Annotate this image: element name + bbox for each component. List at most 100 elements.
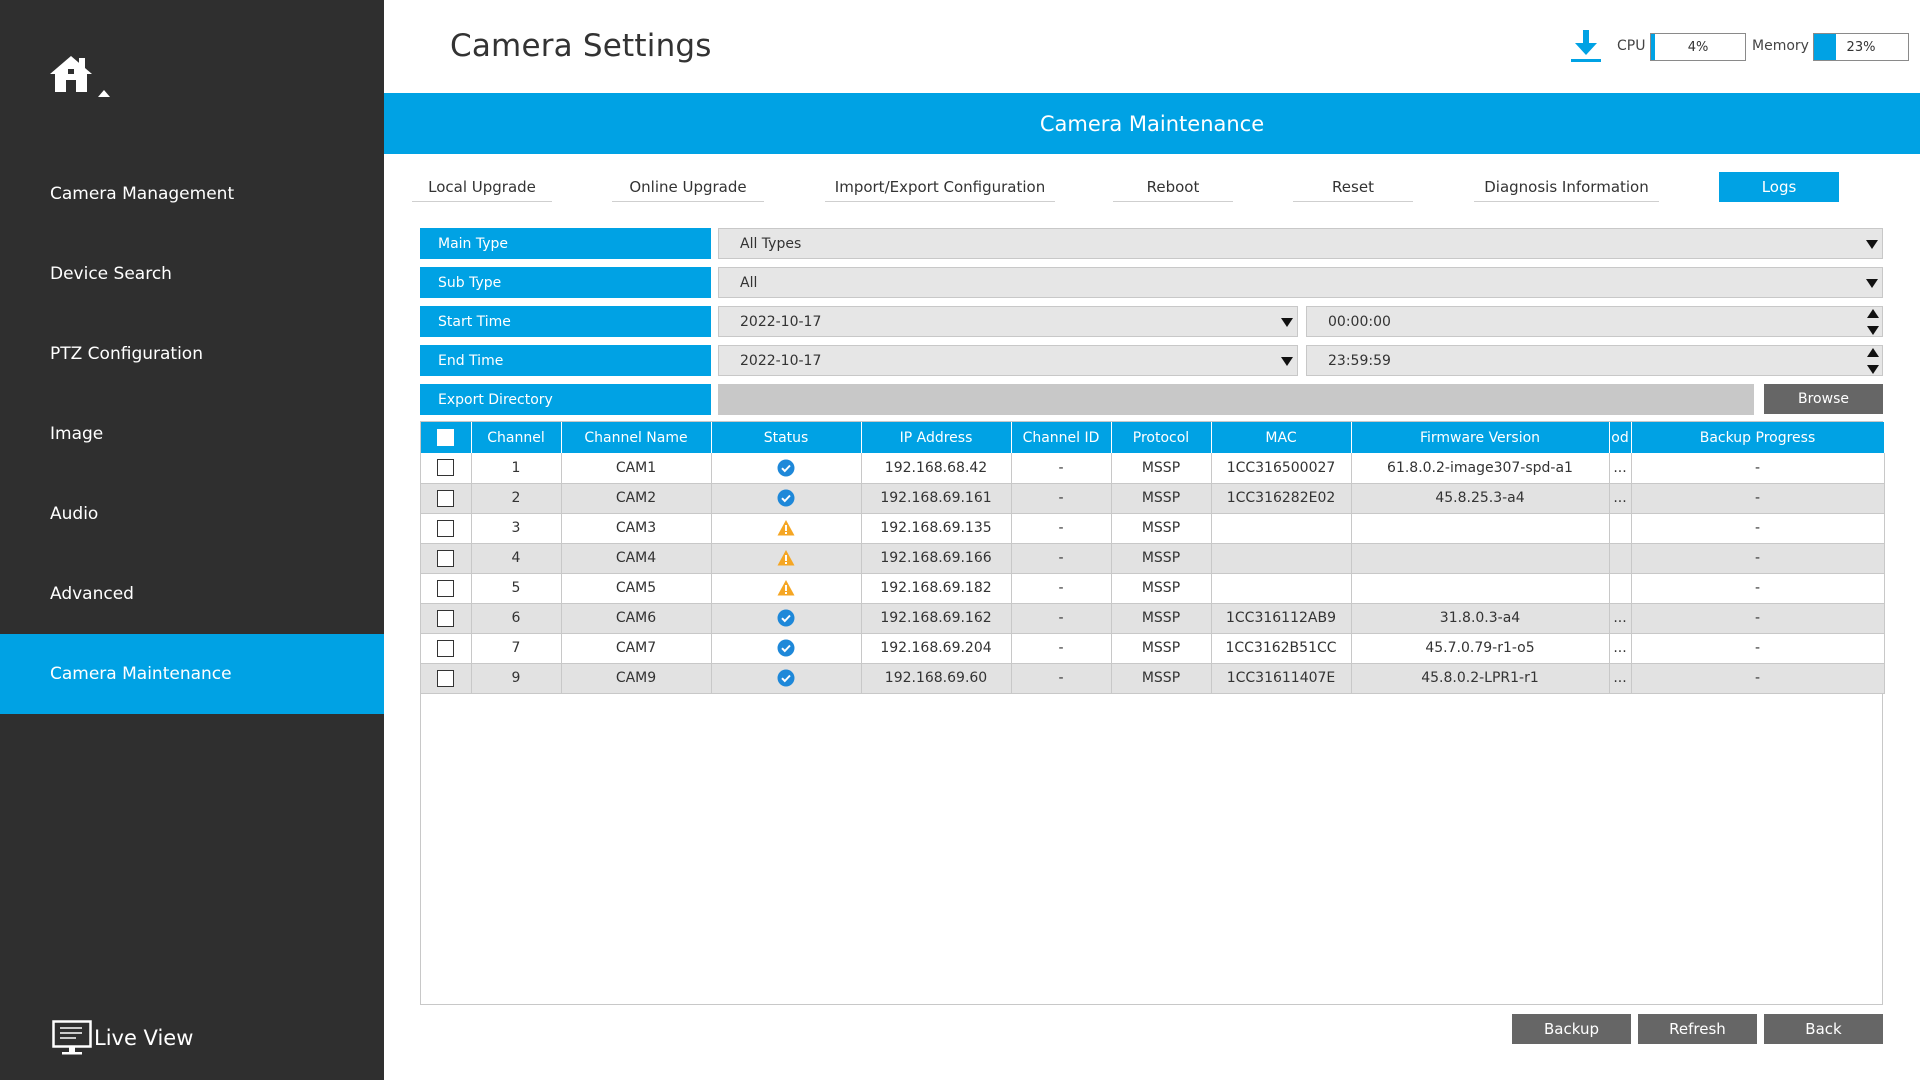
tab-diagnosis-information[interactable]: Diagnosis Information	[1474, 172, 1659, 202]
tab-logs[interactable]: Logs	[1719, 172, 1839, 202]
ip-address-cell: 192.168.69.162	[861, 603, 1012, 634]
page-title: Camera Settings	[450, 28, 712, 64]
backup-progress-cell: -	[1631, 573, 1885, 604]
protocol-cell: MSSP	[1111, 483, 1212, 514]
sidebar-item-device-search[interactable]: Device Search	[0, 234, 384, 314]
channel-cell: 5	[471, 573, 562, 604]
column-header[interactable]: od	[1609, 422, 1632, 453]
sidebar-item-label: PTZ Configuration	[50, 344, 203, 364]
dropdown-arrow-icon	[1281, 318, 1293, 327]
status-cell	[711, 573, 862, 604]
sidebar-item-ptz-configuration[interactable]: PTZ Configuration	[0, 314, 384, 394]
od-cell: ...	[1609, 663, 1632, 694]
row-checkbox[interactable]	[437, 609, 455, 627]
memory-value: 23%	[1846, 39, 1876, 55]
channel-id-cell: -	[1011, 483, 1112, 514]
row-checkbox[interactable]	[437, 549, 455, 567]
cpu-meter: 4%	[1650, 33, 1746, 61]
sidebar-item-audio[interactable]: Audio	[0, 474, 384, 554]
column-header[interactable]: Channel ID	[1011, 422, 1112, 453]
home-button[interactable]	[48, 54, 112, 104]
column-header[interactable]: Protocol	[1111, 422, 1212, 453]
banner-title: Camera Maintenance	[1039, 111, 1265, 136]
tab-reboot[interactable]: Reboot	[1113, 172, 1233, 202]
start-time-label: Start Time	[420, 306, 711, 337]
row-select-cell	[421, 513, 472, 544]
channel-id-cell: -	[1011, 513, 1112, 544]
backup-button[interactable]: Backup	[1512, 1014, 1631, 1044]
table-row[interactable]: 3 CAM3 192.168.69.135- MSSP -	[421, 513, 1885, 544]
browse-button[interactable]: Browse	[1764, 384, 1883, 414]
tab-local-upgrade[interactable]: Local Upgrade	[412, 172, 552, 202]
sidebar-item-advanced[interactable]: Advanced	[0, 554, 384, 634]
end-date-select[interactable]: 2022-10-17	[718, 345, 1298, 376]
firmware-version-cell: 45.8.25.3-a4	[1351, 483, 1610, 514]
table-row[interactable]: 5 CAM5 192.168.69.182- MSSP -	[421, 573, 1885, 604]
row-checkbox[interactable]	[437, 519, 455, 537]
sidebar-item-image[interactable]: Image	[0, 394, 384, 474]
tab-online-upgrade[interactable]: Online Upgrade	[612, 172, 764, 202]
refresh-button[interactable]: Refresh	[1638, 1014, 1757, 1044]
ip-address-cell: 192.168.69.135	[861, 513, 1012, 544]
ip-address-cell: 192.168.69.60	[861, 663, 1012, 694]
column-header[interactable]: Backup Progress	[1631, 422, 1885, 453]
od-cell: ...	[1609, 603, 1632, 634]
row-checkbox[interactable]	[437, 459, 455, 477]
row-checkbox[interactable]	[437, 489, 455, 507]
warning-icon	[777, 550, 795, 566]
sub-type-select[interactable]: All	[718, 267, 1883, 298]
warning-icon	[777, 520, 795, 536]
table-row[interactable]: 4 CAM4 192.168.69.166- MSSP -	[421, 543, 1885, 574]
start-date-select[interactable]: 2022-10-17	[718, 306, 1298, 337]
download-icon[interactable]	[1568, 28, 1604, 64]
column-header[interactable]: IP Address	[861, 422, 1012, 453]
table-row[interactable]: 6 CAM6 192.168.69.162- MSSP 1CC316112AB9 31.8…	[421, 603, 1885, 634]
warning-icon	[777, 580, 795, 596]
protocol-cell: MSSP	[1111, 513, 1212, 544]
sidebar-item-camera-management[interactable]: Camera Management	[0, 154, 384, 234]
channel-name-cell: CAM1	[561, 453, 712, 484]
ip-address-cell: 192.168.69.161	[861, 483, 1012, 514]
start-time-spinner[interactable]: 00:00:00	[1306, 306, 1883, 337]
main-type-select[interactable]: All Types	[718, 228, 1883, 259]
table-row[interactable]: 7 CAM7 192.168.69.204- MSSP 1CC3162B51CC 45.7…	[421, 633, 1885, 664]
row-checkbox[interactable]	[437, 579, 455, 597]
end-time-spinner[interactable]: 23:59:59	[1306, 345, 1883, 376]
live-view-button[interactable]: Live View	[52, 1020, 193, 1056]
table-row[interactable]: 2 CAM2 192.168.69.161- MSSP 1CC316282E02 45.8…	[421, 483, 1885, 514]
sidebar-item-camera-maintenance[interactable]: Camera Maintenance	[0, 634, 384, 714]
column-header[interactable]: Status	[711, 422, 862, 453]
memory-meter: 23%	[1813, 33, 1909, 61]
channel-cell: 7	[471, 633, 562, 664]
select-all-checkbox[interactable]	[437, 429, 455, 446]
row-select-cell	[421, 483, 472, 514]
spinner-arrows-icon[interactable]	[1867, 309, 1879, 335]
channel-name-cell: CAM2	[561, 483, 712, 514]
back-button[interactable]: Back	[1764, 1014, 1883, 1044]
table-row[interactable]: 9 CAM9 192.168.69.60- MSSP 1CC31611407E 45.8.…	[421, 663, 1885, 694]
tab-label: Logs	[1761, 178, 1797, 196]
row-checkbox[interactable]	[437, 639, 455, 657]
channel-name-cell: CAM9	[561, 663, 712, 694]
protocol-cell: MSSP	[1111, 573, 1212, 604]
sidebar-item-label: Audio	[50, 504, 99, 524]
tab-reset[interactable]: Reset	[1293, 172, 1413, 202]
table-row[interactable]: 1 CAM1 192.168.68.42- MSSP 1CC316500027 61.8.…	[421, 453, 1885, 484]
row-select-cell	[421, 663, 472, 694]
sidebar-item-label: Advanced	[50, 584, 134, 604]
dropdown-arrow-icon	[1866, 240, 1878, 249]
row-checkbox[interactable]	[437, 669, 455, 687]
tab-import-export-configuration[interactable]: Import/Export Configuration	[825, 172, 1055, 202]
column-header[interactable]: MAC	[1211, 422, 1352, 453]
sub-type-label: Sub Type	[420, 267, 711, 298]
backup-progress-cell: -	[1631, 603, 1885, 634]
column-header[interactable]: Channel Name	[561, 422, 712, 453]
mac-cell	[1211, 573, 1352, 604]
start-date-value: 2022-10-17	[740, 313, 822, 330]
end-time-value: 23:59:59	[1328, 352, 1391, 369]
spinner-arrows-icon[interactable]	[1867, 348, 1879, 374]
mac-cell: 1CC31611407E	[1211, 663, 1352, 694]
channel-id-cell: -	[1011, 573, 1112, 604]
column-header[interactable]: Channel	[471, 422, 562, 453]
column-header[interactable]: Firmware Version	[1351, 422, 1610, 453]
